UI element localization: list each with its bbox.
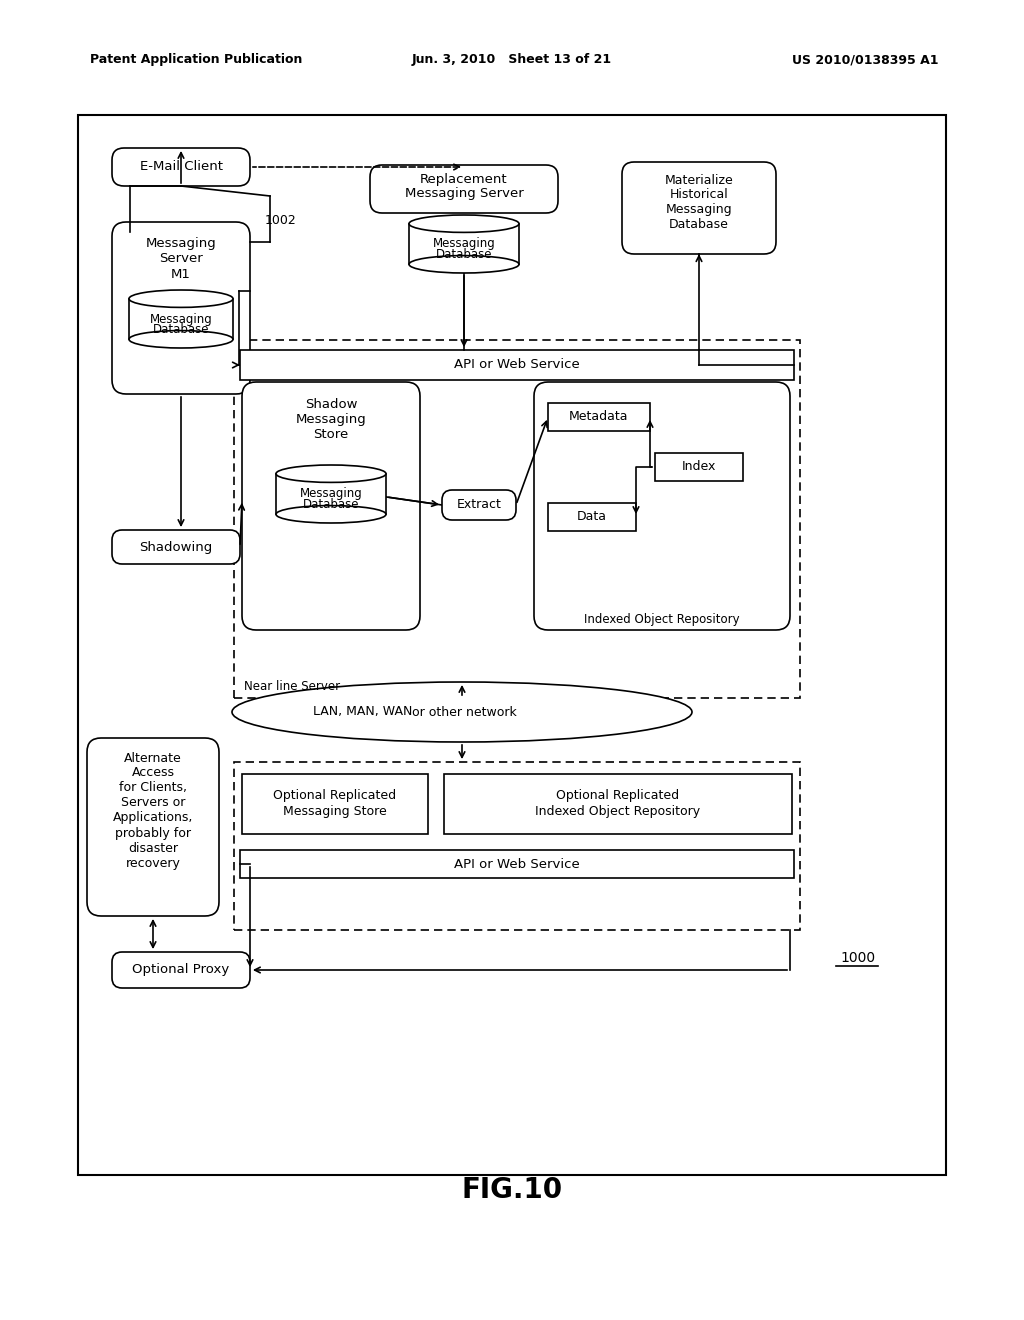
Bar	[240, 850, 794, 878]
Ellipse shape	[129, 290, 233, 308]
Bar	[240, 350, 794, 380]
Text: Messaging: Messaging	[300, 487, 362, 500]
Text: Database: Database	[303, 498, 359, 511]
Text: API or Web Service: API or Web Service	[454, 858, 580, 870]
Text: Server: Server	[159, 252, 203, 265]
Ellipse shape	[409, 256, 519, 273]
Bar	[276, 474, 386, 515]
Text: Access: Access	[131, 767, 174, 780]
Text: Messaging: Messaging	[150, 313, 212, 326]
Ellipse shape	[409, 215, 519, 232]
Text: Applications,: Applications,	[113, 812, 194, 825]
Ellipse shape	[276, 506, 386, 523]
Text: FIG.10: FIG.10	[462, 1176, 562, 1204]
Text: Shadowing: Shadowing	[139, 540, 213, 553]
FancyBboxPatch shape	[112, 531, 240, 564]
Text: Messaging: Messaging	[296, 412, 367, 425]
Bar	[409, 223, 519, 264]
Text: or other network: or other network	[412, 705, 517, 718]
Text: Optional Replicated: Optional Replicated	[273, 789, 396, 803]
Text: LAN, MAN, WAN: LAN, MAN, WAN	[312, 705, 412, 718]
Text: Messaging: Messaging	[145, 238, 216, 251]
Text: Store: Store	[313, 428, 348, 441]
Text: Database: Database	[669, 219, 729, 231]
Ellipse shape	[232, 682, 692, 742]
Text: disaster: disaster	[128, 842, 178, 854]
FancyBboxPatch shape	[442, 490, 516, 520]
Text: Alternate: Alternate	[124, 751, 182, 764]
Text: Messaging Store: Messaging Store	[283, 804, 387, 817]
Bar	[78, 115, 946, 1175]
Text: Historical: Historical	[670, 189, 728, 202]
Text: Messaging: Messaging	[432, 238, 496, 251]
Text: Database: Database	[153, 323, 209, 337]
Text: Index: Index	[682, 461, 716, 474]
Text: Materialize: Materialize	[665, 173, 733, 186]
Text: Database: Database	[436, 248, 493, 261]
Text: Optional Proxy: Optional Proxy	[132, 964, 229, 977]
Text: E-Mail Client: E-Mail Client	[139, 161, 222, 173]
Text: for Clients,: for Clients,	[119, 781, 187, 795]
Bar	[129, 298, 233, 339]
FancyBboxPatch shape	[242, 381, 420, 630]
Text: Patent Application Publication: Patent Application Publication	[90, 54, 302, 66]
Text: Data: Data	[577, 511, 607, 524]
FancyBboxPatch shape	[87, 738, 219, 916]
Bar	[234, 762, 800, 931]
Text: Servers or: Servers or	[121, 796, 185, 809]
Ellipse shape	[129, 330, 233, 348]
Text: API or Web Service: API or Web Service	[454, 359, 580, 371]
Bar	[548, 403, 650, 432]
Bar	[242, 774, 428, 834]
Text: Near line Server: Near line Server	[244, 680, 340, 693]
FancyBboxPatch shape	[112, 952, 250, 987]
Text: Optional Replicated: Optional Replicated	[556, 789, 680, 803]
Text: 1002: 1002	[265, 214, 297, 227]
Bar	[234, 341, 800, 698]
Bar	[655, 453, 743, 480]
Ellipse shape	[276, 465, 386, 482]
Text: Metadata: Metadata	[569, 411, 629, 424]
Text: Messaging Server: Messaging Server	[404, 187, 523, 201]
Text: Replacement: Replacement	[420, 173, 508, 186]
FancyBboxPatch shape	[112, 148, 250, 186]
Text: Indexed Object Repository: Indexed Object Repository	[584, 614, 739, 627]
Text: Messaging: Messaging	[666, 203, 732, 216]
Bar	[444, 774, 792, 834]
Text: probably for: probably for	[115, 826, 191, 840]
Text: Extract: Extract	[457, 499, 502, 511]
Text: Indexed Object Repository: Indexed Object Repository	[536, 804, 700, 817]
Text: US 2010/0138395 A1: US 2010/0138395 A1	[792, 54, 938, 66]
FancyBboxPatch shape	[622, 162, 776, 253]
Text: 1000: 1000	[841, 950, 876, 965]
FancyBboxPatch shape	[534, 381, 790, 630]
Bar	[548, 503, 636, 531]
FancyBboxPatch shape	[112, 222, 250, 393]
Text: M1: M1	[171, 268, 190, 281]
FancyBboxPatch shape	[370, 165, 558, 213]
Text: recovery: recovery	[126, 857, 180, 870]
Text: Jun. 3, 2010   Sheet 13 of 21: Jun. 3, 2010 Sheet 13 of 21	[412, 54, 612, 66]
Text: Shadow: Shadow	[305, 397, 357, 411]
